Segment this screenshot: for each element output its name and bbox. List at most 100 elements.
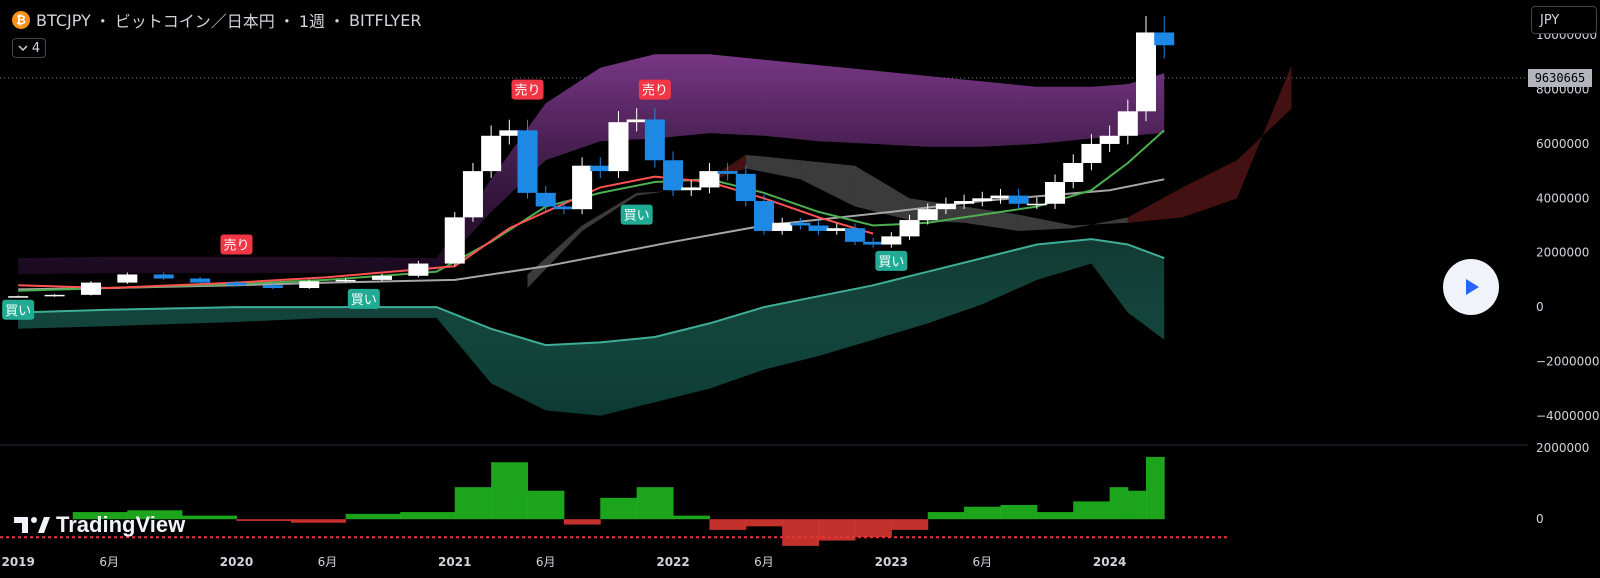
histogram-bar: [291, 519, 347, 523]
buy-signal: 買い: [875, 250, 908, 271]
signal-badge: [2, 299, 35, 320]
histogram-bar: [1073, 501, 1111, 520]
price-candle: [1154, 32, 1175, 46]
price-candle: [699, 171, 720, 188]
indicators-collapse-button[interactable]: 4: [12, 38, 46, 58]
price-candle: [117, 274, 138, 283]
price-candle: [44, 294, 65, 297]
exchange-label: BITFLYER: [349, 10, 422, 30]
y-tick-label: 2000000: [1536, 246, 1589, 260]
signal-label: 売り: [642, 83, 668, 99]
interval-label[interactable]: 1週: [298, 12, 326, 31]
price-candle: [735, 173, 756, 202]
x-tick-label: 2023: [875, 555, 908, 569]
price-candle: [626, 119, 647, 123]
tradingview-logo-icon: [14, 517, 50, 533]
currency-button[interactable]: JPY: [1531, 6, 1597, 34]
tradingview-logo[interactable]: TradingView: [14, 512, 185, 538]
separator: ・: [278, 12, 295, 31]
price-candle: [826, 228, 847, 231]
osc-y-tick-label: 2000000: [1536, 441, 1589, 455]
cloud-segment: [1127, 187, 1183, 223]
price-candle: [553, 206, 574, 210]
buy-signal: 買い: [347, 288, 380, 309]
histogram-bar: [709, 519, 747, 530]
price-candle: [990, 195, 1011, 199]
histogram-bar: [72, 512, 128, 520]
price-candle: [262, 285, 283, 289]
x-tick-label: 2024: [1093, 555, 1126, 569]
histogram-bar: [1109, 487, 1129, 520]
price-candle: [772, 222, 793, 231]
price-candle: [681, 187, 702, 191]
lower-band: [18, 239, 1165, 416]
histogram-bar: [400, 512, 456, 520]
x-tick-label: 6月: [754, 555, 774, 569]
histogram-bar: [236, 519, 292, 521]
price-candle: [8, 296, 29, 298]
histogram-bar: [1127, 490, 1147, 520]
play-button[interactable]: [1443, 259, 1499, 315]
price-candle: [1081, 143, 1102, 163]
price-candle: [572, 165, 593, 210]
price-candle: [226, 282, 247, 286]
x-tick-label: 2022: [656, 555, 689, 569]
histogram-bar: [818, 519, 856, 541]
histogram-bar: [454, 487, 492, 520]
price-candle: [808, 225, 829, 231]
price-candle: [790, 222, 811, 226]
histogram-bar: [927, 512, 965, 520]
price-candle: [844, 228, 865, 242]
price-candle: [299, 281, 320, 289]
signal-badge: [347, 288, 380, 309]
y-tick-label: 6000000: [1536, 137, 1589, 151]
x-tick-label: 6月: [99, 555, 119, 569]
price-candle: [499, 130, 520, 136]
price-candle: [663, 160, 684, 191]
cloud-segment: [745, 154, 801, 180]
cloud-segment: [1182, 160, 1237, 218]
signal-badge: [220, 234, 253, 255]
chart-header: ₿ BTCJPY ・ ビットコイン／日本円 ・ 1週 ・ BITFLYER: [12, 9, 422, 31]
price-candle: [1008, 195, 1029, 204]
price-candle: [881, 236, 902, 245]
signal-label: 売り: [223, 238, 249, 254]
histogram-bar: [345, 513, 401, 520]
x-tick-label: 2021: [438, 555, 471, 569]
histogram-bar: [891, 519, 929, 530]
price-candle: [753, 201, 775, 231]
price-candle: [462, 171, 483, 218]
price-candle: [153, 274, 174, 279]
histogram-bar: [600, 497, 638, 520]
price-candle: [972, 198, 993, 202]
histogram-bar: [563, 519, 601, 525]
chevron-down-icon: [18, 45, 28, 52]
histogram-bar: [181, 515, 237, 520]
x-tick-label: 6月: [318, 555, 338, 569]
signal-badge: [638, 79, 671, 100]
price-candle: [80, 282, 101, 295]
price-candle: [608, 122, 629, 172]
symbol-label[interactable]: BTCJPY: [36, 10, 91, 30]
cloud-segment: [854, 165, 910, 221]
histogram-bar: [782, 519, 820, 546]
histogram-bar: [491, 462, 529, 520]
price-candle: [535, 192, 556, 207]
signal-label: 買い: [5, 304, 31, 319]
cloud-segment: [1073, 217, 1128, 229]
price-candle: [1026, 203, 1047, 206]
price-candle: [1045, 182, 1066, 204]
signal-label: 買い: [624, 209, 650, 224]
price-candle: [444, 217, 465, 264]
price-candle: [717, 171, 738, 174]
sell-signal: 売り: [220, 234, 253, 255]
buy-signal: 買い: [620, 204, 653, 225]
cloud-segment: [800, 160, 855, 207]
histogram-bar: [127, 510, 183, 520]
cloud-segment: [527, 225, 583, 289]
price-candle: [935, 203, 956, 210]
price-candle: [863, 241, 884, 245]
price-candle: [335, 279, 356, 282]
